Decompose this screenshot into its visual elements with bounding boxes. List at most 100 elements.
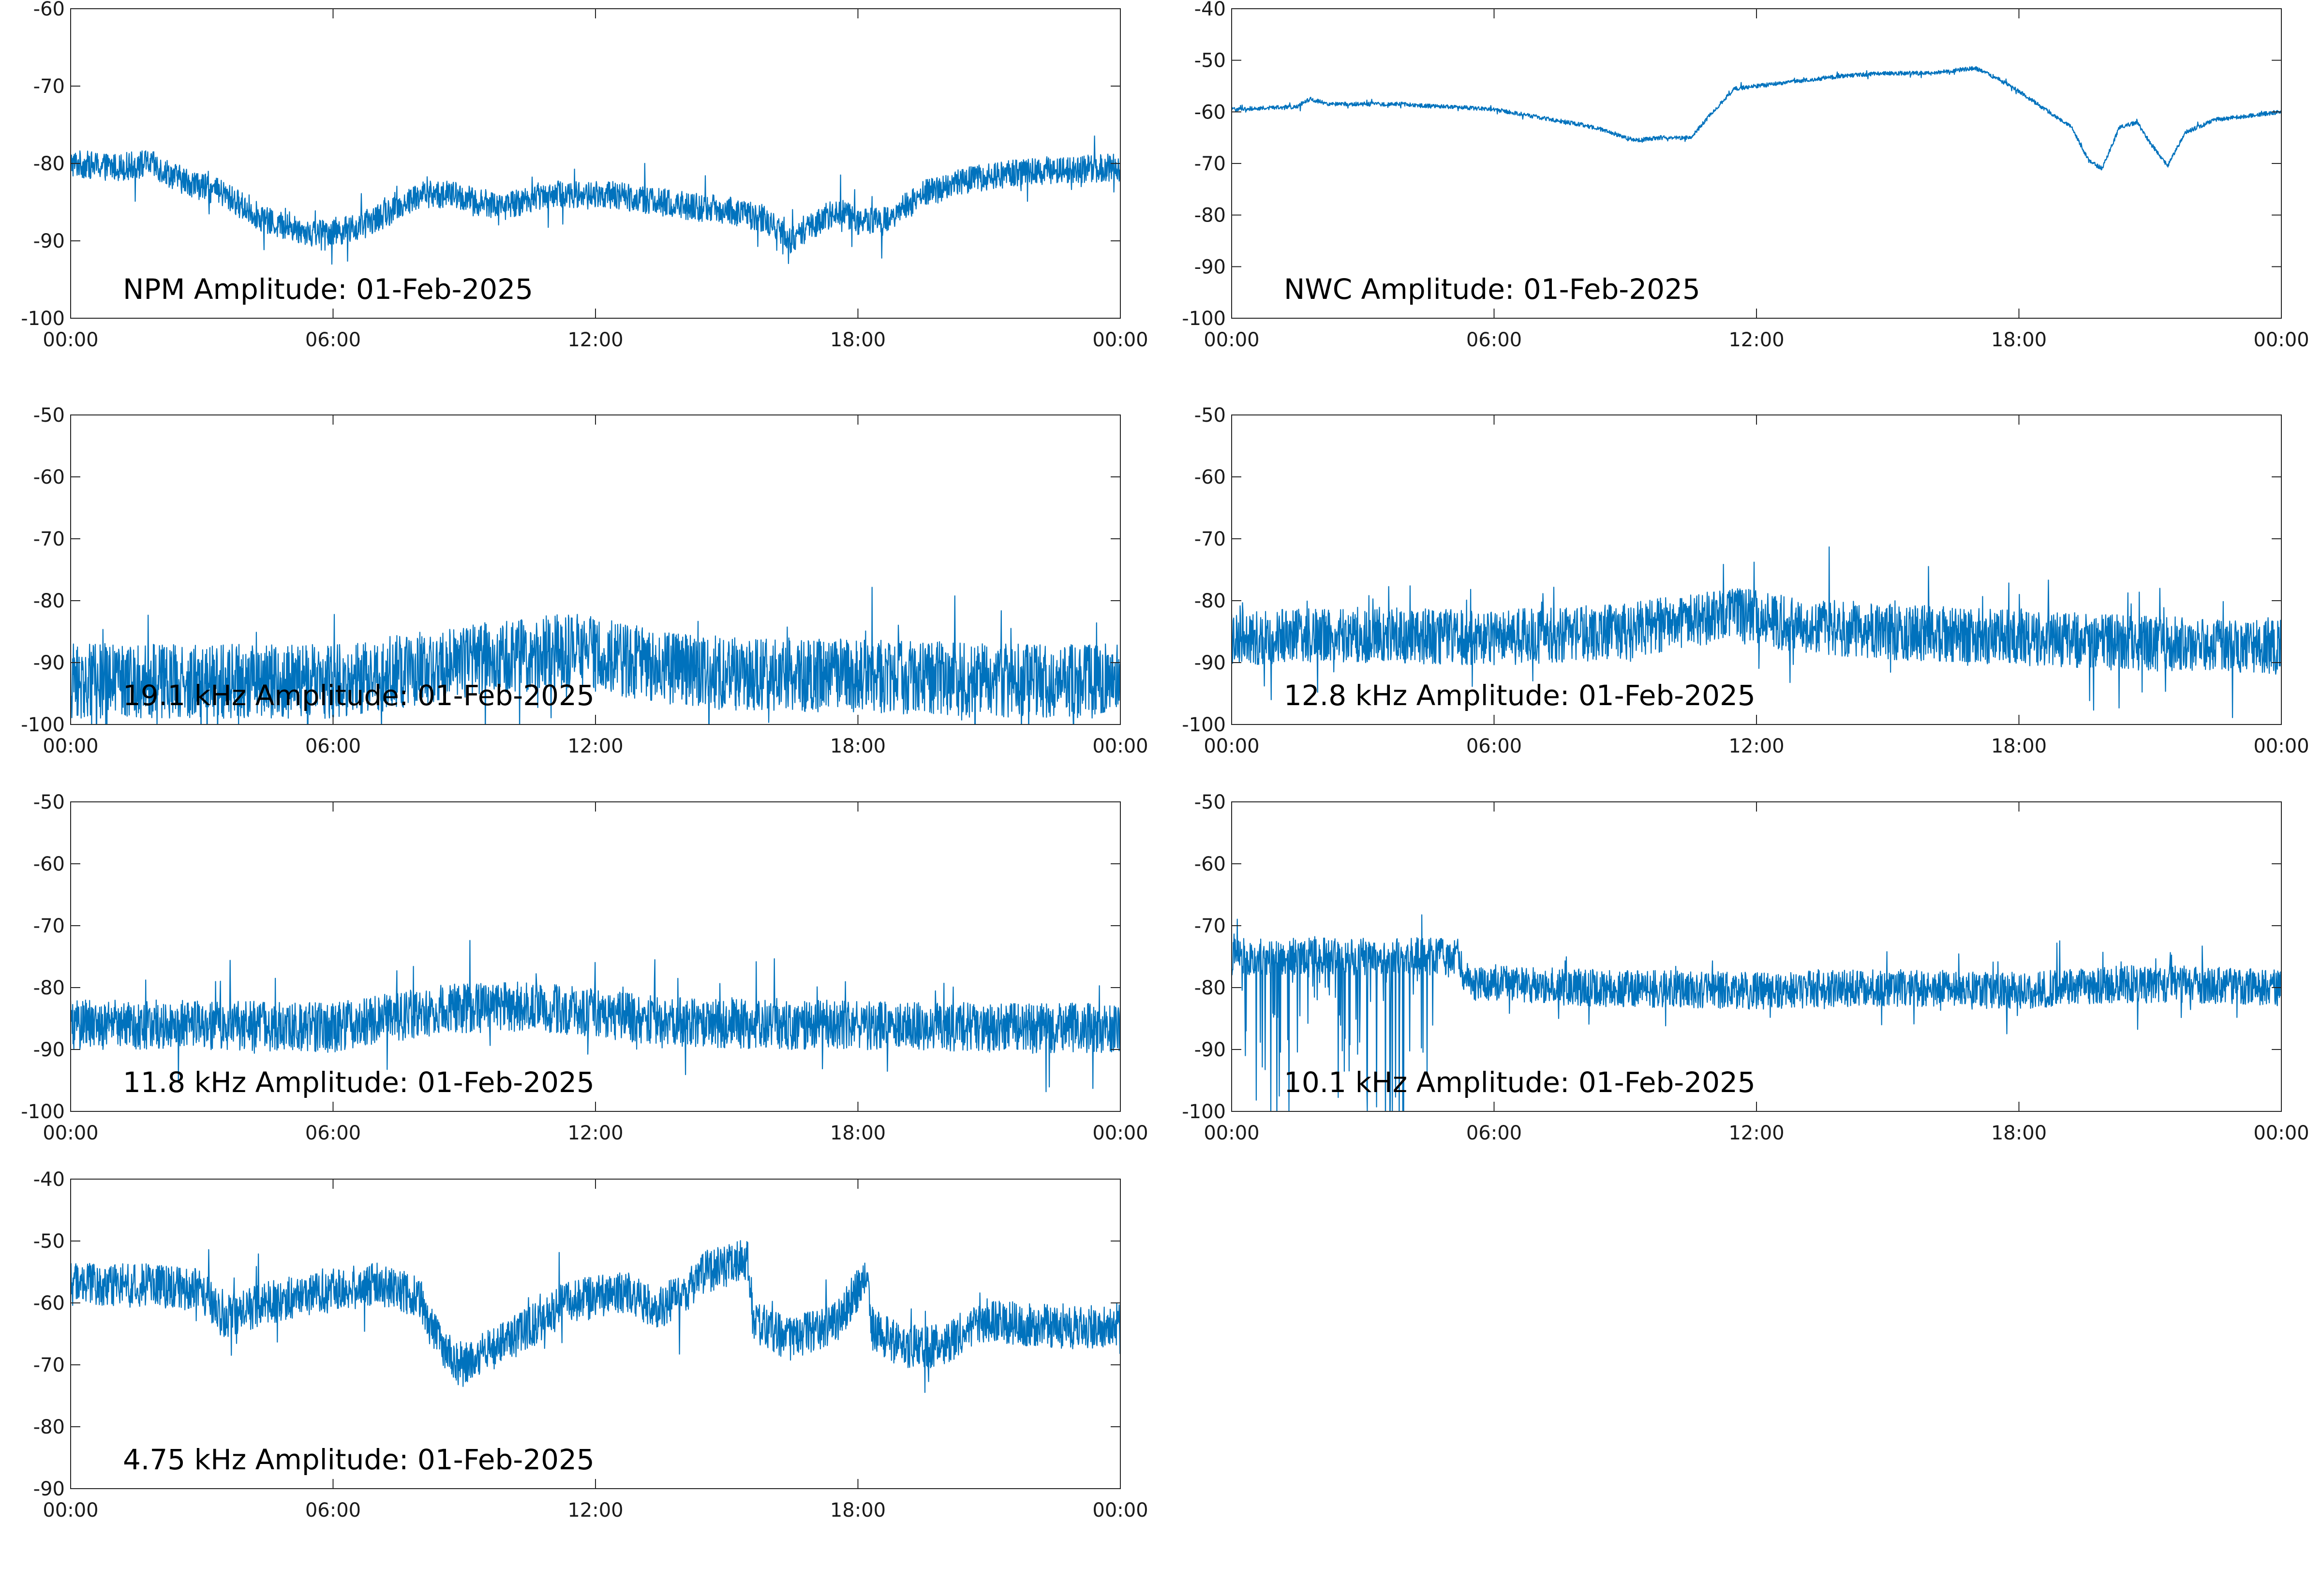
y-tick-label: -90 [33, 652, 65, 674]
y-tick-label: -50 [1194, 404, 1226, 427]
x-tick-label: 00:00 [2253, 1122, 2309, 1144]
panel-19-1-khz-amplitude: -100 -90 -80 -70 -60 -50 00:00 06:00 12:00 18:00 0… [0, 404, 1161, 757]
panel-4-75-khz-amplitude: -90 -80 -70 -60 -50 -40 00:00 06:00 12:00 18:00 00… [0, 1168, 1161, 1522]
chart-svg: -100 -90 -80 -70 -60 00:00 06:00 12:00 18:00 00:0… [21, 0, 1148, 351]
x-tick-label: 18:00 [830, 735, 886, 757]
panel-12-8-khz-amplitude: -100 -90 -80 -70 -60 -50 00:00 06:00 12:00 18:00 0… [1161, 404, 2322, 757]
y-tick-label: -50 [33, 404, 65, 427]
x-tick-label: 18:00 [1991, 329, 2047, 351]
panel-title: 19.1 kHz Amplitude: 01-Feb-2025 [123, 679, 595, 712]
panel-npm-amplitude: -100 -90 -80 -70 -60 00:00 06:00 12:00 18:00 00:0… [0, 0, 1161, 351]
x-tick-label: 12:00 [1728, 735, 1784, 757]
y-tick-label: -80 [1194, 977, 1226, 999]
x-tick-label: 12:00 [567, 1122, 623, 1144]
x-tick-label: 00:00 [2253, 735, 2309, 757]
x-tick-label: 06:00 [1466, 1122, 1522, 1144]
y-tick-label: -90 [33, 1039, 65, 1061]
y-tick-label: -50 [1194, 791, 1226, 813]
y-tick-label: -60 [33, 853, 65, 875]
x-tick-label: 00:00 [1204, 735, 1259, 757]
y-tick-label: -60 [33, 466, 65, 488]
x-tick-label: 12:00 [567, 329, 623, 351]
y-tick-label: -40 [1194, 0, 1226, 20]
y-tick-label: -80 [1194, 205, 1226, 227]
panel-title: NWC Amplitude: 01-Feb-2025 [1284, 273, 1700, 306]
series-line [71, 940, 1120, 1093]
y-tick-label: -70 [1194, 153, 1226, 175]
panel-title: 11.8 kHz Amplitude: 01-Feb-2025 [123, 1066, 595, 1099]
y-tick-label: -70 [1194, 528, 1226, 550]
series-line [1232, 914, 2281, 1111]
y-tick-label: -50 [33, 1230, 65, 1253]
y-tick-label: -50 [1194, 50, 1226, 72]
x-tick-label: 06:00 [305, 1122, 361, 1144]
y-tick-label: -90 [33, 230, 65, 252]
x-tick-label: 00:00 [43, 1499, 98, 1522]
panel-title: 10.1 kHz Amplitude: 01-Feb-2025 [1284, 1066, 1756, 1099]
y-tick-label: -80 [33, 153, 65, 175]
x-tick-label: 00:00 [1092, 735, 1148, 757]
chart-svg: -100 -90 -80 -70 -60 -50 -40 00:00 06:00 12:00 18:… [1182, 0, 2309, 351]
series-line [71, 135, 1120, 265]
y-tick-label: -80 [33, 1416, 65, 1438]
x-tick-label: 06:00 [1466, 735, 1522, 757]
y-tick-label: -90 [33, 1478, 65, 1500]
x-tick-label: 18:00 [830, 329, 886, 351]
x-tick-label: 00:00 [1092, 1122, 1148, 1144]
x-tick-label: 00:00 [43, 329, 98, 351]
x-tick-label: 18:00 [830, 1122, 886, 1144]
x-tick-label: 06:00 [1466, 329, 1522, 351]
y-tick-label: -70 [33, 915, 65, 937]
panel-10-1-khz-amplitude: -100 -90 -80 -70 -60 -50 00:00 06:00 12:00 18:00 0… [1161, 791, 2322, 1144]
panel-nwc-amplitude: -100 -90 -80 -70 -60 -50 -40 00:00 06:00 12:00 18:… [1161, 0, 2322, 351]
y-tick-label: -100 [1182, 1101, 1226, 1123]
y-tick-label: -40 [33, 1168, 65, 1191]
panel-title: 4.75 kHz Amplitude: 01-Feb-2025 [123, 1443, 595, 1476]
x-tick-label: 00:00 [43, 1122, 98, 1144]
y-tick-label: -80 [1194, 590, 1226, 612]
y-tick-label: -100 [1182, 714, 1226, 736]
y-tick-label: -70 [33, 1354, 65, 1376]
x-tick-label: 18:00 [830, 1499, 886, 1522]
y-tick-label: -60 [33, 0, 65, 20]
x-tick-label: 18:00 [1991, 735, 2047, 757]
y-tick-label: -100 [21, 308, 65, 330]
x-tick-label: 00:00 [1204, 329, 1259, 351]
axes-box [70, 801, 1121, 1112]
y-tick-label: -80 [33, 590, 65, 612]
x-tick-label: 18:00 [1991, 1122, 2047, 1144]
x-tick-label: 00:00 [2253, 329, 2309, 351]
y-tick-label: -80 [33, 977, 65, 999]
y-tick-label: -100 [21, 714, 65, 736]
x-tick-label: 00:00 [1092, 329, 1148, 351]
y-tick-label: -90 [1194, 256, 1226, 278]
x-tick-label: 06:00 [305, 329, 361, 351]
x-tick-label: 06:00 [305, 1499, 361, 1522]
chart-svg: -100 -90 -80 -70 -60 -50 00:00 06:00 12:00 18:00 0… [1182, 404, 2309, 757]
x-tick-label: 12:00 [1728, 329, 1784, 351]
chart-svg: -100 -90 -80 -70 -60 -50 00:00 06:00 12:00 18:00 0… [21, 404, 1148, 757]
y-tick-label: -60 [33, 1292, 65, 1315]
y-tick-label: -70 [33, 75, 65, 98]
y-tick-label: -60 [1194, 466, 1226, 488]
series-line [71, 1240, 1120, 1393]
axes-box [1231, 414, 2282, 725]
y-tick-label: -60 [1194, 101, 1226, 123]
panel-11-8-khz-amplitude: -100 -90 -80 -70 -60 -50 00:00 06:00 12:00 18:00 0… [0, 791, 1161, 1144]
panel-title: 12.8 kHz Amplitude: 01-Feb-2025 [1284, 679, 1756, 712]
x-tick-label: 06:00 [305, 735, 361, 757]
y-tick-label: -70 [33, 528, 65, 550]
x-tick-label: 12:00 [567, 1499, 623, 1522]
x-tick-label: 00:00 [43, 735, 98, 757]
panel-title: NPM Amplitude: 01-Feb-2025 [123, 273, 533, 306]
y-tick-label: -60 [1194, 853, 1226, 875]
y-tick-label: -100 [21, 1101, 65, 1123]
x-tick-label: 00:00 [1204, 1122, 1259, 1144]
x-tick-label: 12:00 [567, 735, 623, 757]
axes-box [70, 8, 1121, 319]
x-tick-label: 00:00 [1092, 1499, 1148, 1522]
y-tick-label: -90 [1194, 652, 1226, 674]
axes-box [1231, 8, 2282, 319]
series-line [1232, 546, 2281, 718]
